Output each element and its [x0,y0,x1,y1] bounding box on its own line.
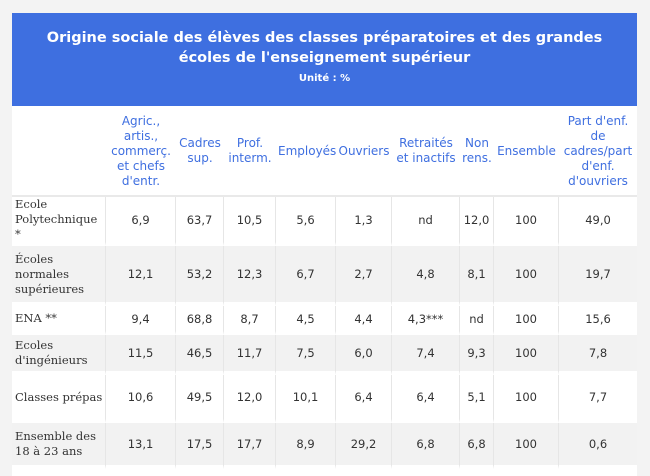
column-header: Part d'enf. de cadres/part d'enf. d'ouvr… [559,107,637,197]
table-cell: 8,9 [276,423,336,469]
table-cell: 9,3 [460,335,494,375]
column-header: Employés [276,107,336,197]
column-header: Cadres sup. [176,107,224,197]
table-row: Ecole Polytechnique * 6,9 63,7 10,5 5,6 … [12,197,637,246]
table-cell: 17,5 [176,423,224,469]
table-cell: 53,2 [176,246,224,306]
table-cell: 100 [494,375,559,423]
row-label: Ensemble des 18 à 23 ans [12,423,106,469]
table-cell: 7,7 [559,375,637,423]
table-cell: 7,8 [559,335,637,375]
table-cell: 4,8 [392,246,460,306]
table-cell: 100 [494,423,559,469]
table-row: Ensemble des 18 à 23 ans 13,1 17,5 17,7 … [12,423,637,469]
table-row: Écoles normales supérieures 12,1 53,2 12… [12,246,637,306]
table-cell: 6,8 [460,423,494,469]
table-row: Ecoles d'ingénieurs 11,5 46,5 11,7 7,5 6… [12,335,637,375]
table-cell: 6,8 [392,423,460,469]
table-cell: 11,7 [224,335,276,375]
table-cell: 5,1 [460,375,494,423]
row-label: Écoles normales supérieures [12,246,106,306]
table-cell: 8,7 [224,306,276,335]
table-cell: 1,3 [336,197,392,246]
table-cell: 12,0 [224,375,276,423]
table-cell: 0,6 [559,423,637,469]
table-container: Origine sociale des élèves des classes p… [12,13,637,476]
table-cell: 2,7 [336,246,392,306]
table-row: ENA ** 9,4 68,8 8,7 4,5 4,4 4,3*** nd 10… [12,306,637,335]
table-cell: 6,7 [276,246,336,306]
column-header: Prof. interm. [224,107,276,197]
column-header: Ouvriers [336,107,392,197]
table-cell: 10,1 [276,375,336,423]
table-cell: nd [392,197,460,246]
table-cell: 4,4 [336,306,392,335]
table-cell: 5,6 [276,197,336,246]
table-cell: 15,6 [559,306,637,335]
table-cell: 6,4 [392,375,460,423]
table-cell: nd [460,306,494,335]
table-cell: 12,3 [224,246,276,306]
table-cell: 4,3*** [392,306,460,335]
title-banner: Origine sociale des élèves des classes p… [12,13,637,106]
table-cell: 9,4 [106,306,176,335]
table-cell: 7,5 [276,335,336,375]
table-cell: 6,0 [336,335,392,375]
table-cell: 6,4 [336,375,392,423]
table-cell: 100 [494,335,559,375]
table-cell: 100 [494,197,559,246]
unit-label: Unité : % [298,73,351,84]
table-cell: 6,9 [106,197,176,246]
table-cell: 7,4 [392,335,460,375]
column-header: Agric., artis., commerç. et chefs d'entr… [106,107,176,197]
data-table: Agric., artis., commerç. et chefs d'entr… [12,107,637,469]
column-header: Non rens. [460,107,494,197]
table-cell: 19,7 [559,246,637,306]
row-label: ENA ** [12,306,106,335]
row-label: Ecole Polytechnique * [12,197,106,246]
table-cell: 46,5 [176,335,224,375]
row-label: Classes prépas [12,375,106,423]
table-cell: 17,7 [224,423,276,469]
table-row: Classes prépas 10,6 49,5 12,0 10,1 6,4 6… [12,375,637,423]
table-cell: 12,1 [106,246,176,306]
row-label: Ecoles d'ingénieurs [12,335,106,375]
table-cell: 68,8 [176,306,224,335]
table-cell: 10,6 [106,375,176,423]
table-cell: 29,2 [336,423,392,469]
column-header: Ensemble [494,107,559,197]
column-header: Retraités et inactifs [392,107,460,197]
table-cell: 11,5 [106,335,176,375]
table-cell: 49,0 [559,197,637,246]
table-cell: 63,7 [176,197,224,246]
table-cell: 8,1 [460,246,494,306]
table-cell: 4,5 [276,306,336,335]
header-row: Agric., artis., commerç. et chefs d'entr… [12,107,637,197]
table-cell: 12,0 [460,197,494,246]
table-cell: 49,5 [176,375,224,423]
page-title: Origine sociale des élèves des classes p… [46,30,603,66]
table-cell: 100 [494,306,559,335]
table-cell: 13,1 [106,423,176,469]
table-cell: 10,5 [224,197,276,246]
table-cell: 100 [494,246,559,306]
column-header [12,107,106,197]
